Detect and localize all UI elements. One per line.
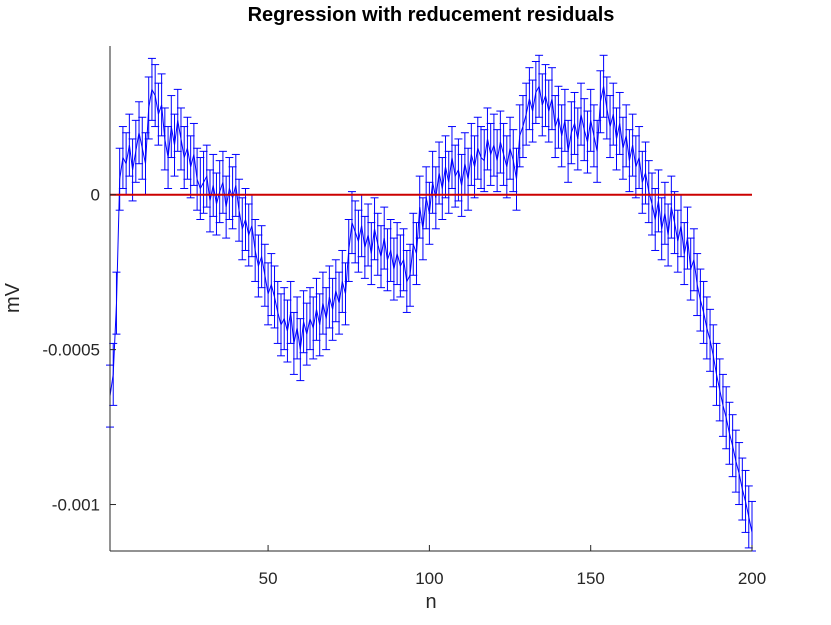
residual-series-line xyxy=(109,84,753,533)
axes xyxy=(109,46,752,552)
y-tick-label: -0.0005 xyxy=(42,341,100,360)
y-tick-label: 0 xyxy=(91,186,100,205)
y-axis-ticks: 0 -0.0005 -0.001 xyxy=(42,186,116,515)
x-axis-ticks: 50 100 150 200 xyxy=(259,545,766,588)
y-tick-label: -0.001 xyxy=(52,496,100,515)
y-axis-label: mV xyxy=(2,282,24,313)
x-tick-label: 50 xyxy=(259,569,278,588)
x-axis-label: n xyxy=(425,591,436,613)
x-tick-label: 150 xyxy=(577,569,605,588)
x-tick-label: 200 xyxy=(738,569,766,588)
plot-area xyxy=(106,54,756,552)
chart-title: Regression with reducement residuals xyxy=(248,4,615,26)
x-tick-label: 100 xyxy=(415,569,443,588)
error-bars xyxy=(106,54,756,552)
